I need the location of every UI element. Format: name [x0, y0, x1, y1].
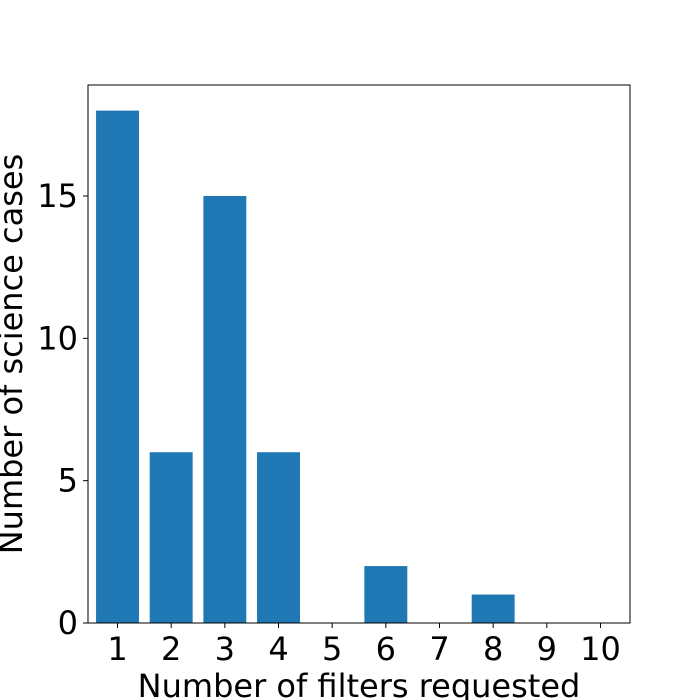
bar-8 [471, 594, 515, 623]
x-tick-label: 3 [215, 630, 235, 668]
y-axis-ticks: 0 5 10 15 [37, 177, 88, 642]
x-tick-label: 4 [268, 630, 288, 668]
x-tick-label: 9 [537, 630, 557, 668]
y-axis-label: Number of science cases [0, 154, 30, 555]
x-axis-label: Number of filters requested [138, 667, 581, 700]
x-axis-ticks: 1 2 3 4 5 6 7 8 9 10 [107, 623, 621, 668]
bar-group [96, 110, 515, 624]
x-tick-label: 2 [161, 630, 181, 668]
x-tick-label: 8 [483, 630, 503, 668]
y-tick-label: 5 [58, 462, 78, 500]
bar-1 [96, 110, 139, 624]
bar-2 [149, 452, 193, 623]
bar-3 [203, 196, 247, 623]
x-tick-label: 7 [429, 630, 449, 668]
x-tick-label: 1 [107, 630, 127, 668]
bar-4 [257, 452, 300, 623]
y-tick-label: 10 [37, 319, 78, 357]
x-tick-label: 6 [376, 630, 396, 668]
plot-frame [87, 84, 631, 624]
y-tick-label: 15 [37, 177, 78, 215]
bar-6 [364, 566, 408, 623]
x-tick-label: 5 [322, 630, 342, 668]
x-tick-label: 10 [580, 630, 621, 668]
y-tick-label: 0 [58, 604, 78, 642]
